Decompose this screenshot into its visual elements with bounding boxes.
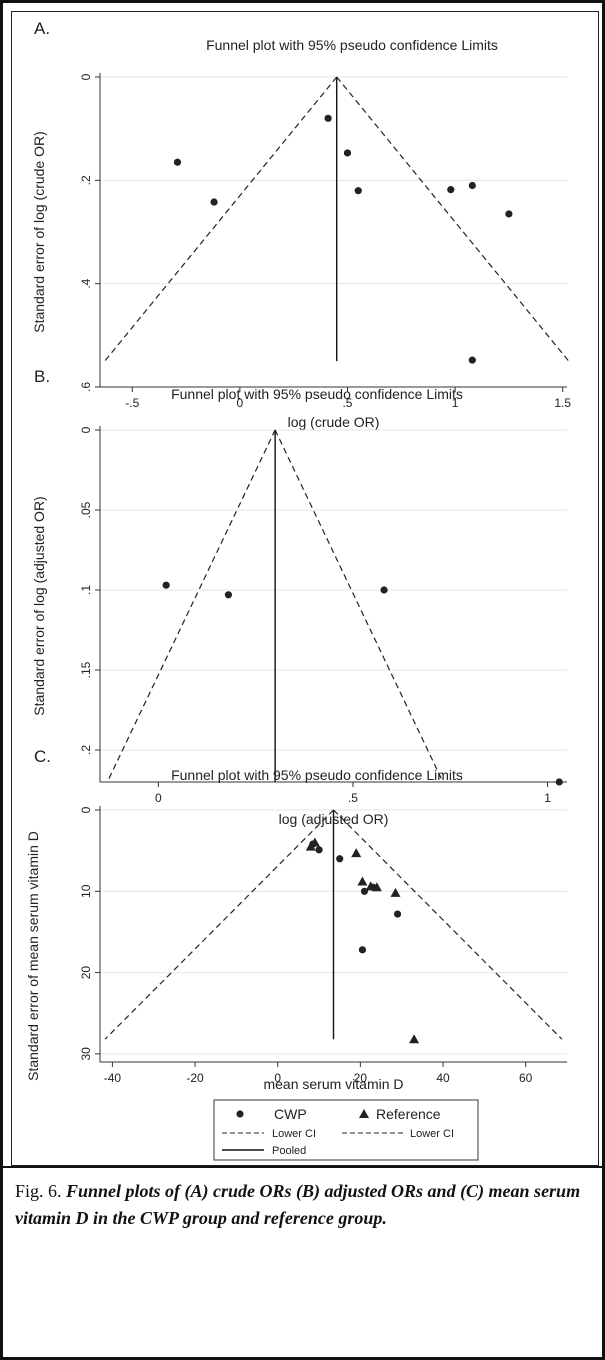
panel-label: B. (34, 367, 50, 386)
data-point-circle (162, 581, 170, 589)
x-tick-label: 60 (519, 1071, 533, 1085)
x-tick-label: .5 (342, 396, 352, 410)
y-tick-label: .1 (79, 585, 93, 595)
y-tick-label: 30 (79, 1047, 93, 1061)
lower-ci-line (104, 809, 334, 1040)
legend-lower-ci-label: Lower CI (410, 1128, 454, 1140)
data-point-triangle (351, 848, 362, 858)
panel-label: C. (34, 747, 51, 766)
data-point-circle (505, 210, 513, 218)
data-point-circle (315, 846, 323, 854)
data-point-circle (447, 186, 455, 194)
y-tick-label: .15 (79, 661, 93, 678)
data-point-triangle (390, 887, 401, 897)
caption-lead: Fig. 6. (15, 1181, 62, 1201)
data-point-circle (354, 187, 362, 195)
y-tick-label: .6 (79, 382, 93, 392)
panel-label: A. (34, 19, 50, 38)
lower-ci-line (106, 429, 276, 783)
y-tick-label: .2 (79, 745, 93, 755)
x-tick-label: 0 (237, 396, 244, 410)
x-tick-label: 1 (544, 791, 551, 805)
x-tick-label: 0 (155, 791, 162, 805)
caption-separator (3, 1166, 602, 1168)
data-point-circle (324, 114, 332, 122)
upper-ci-line (274, 429, 444, 783)
chart-title: Funnel plot with 95% pseudo confidence L… (171, 767, 463, 783)
y-axis-title: Standard error of log (crude OR) (31, 131, 47, 333)
y-axis-title: Standard error of mean serum vitamin D (25, 831, 41, 1081)
data-point-circle (173, 158, 182, 166)
y-tick-label: 10 (79, 884, 93, 898)
x-tick-label: -.5 (125, 396, 139, 410)
data-point-triangle (357, 876, 368, 886)
data-point-circle (468, 181, 476, 190)
x-tick-label: 0 (274, 1071, 281, 1085)
upper-ci-line (336, 76, 570, 362)
x-tick-label: .5 (348, 791, 358, 805)
data-point-circle (336, 855, 344, 863)
x-tick-label: 1.5 (554, 396, 571, 410)
legend-reference-label: Reference (376, 1106, 441, 1122)
x-tick-label: 20 (354, 1071, 368, 1085)
x-axis-title: mean serum vitamin D (263, 1076, 403, 1092)
chart-title: Funnel plot with 95% pseudo confidence L… (206, 37, 498, 53)
legend-pooled-label: Pooled (272, 1145, 306, 1157)
figure-panels: A. Funnel plot with 95% pseudo confidence… (11, 11, 599, 1166)
panel-b: B. Funnel plot with 95% pseudo confidence… (31, 367, 567, 827)
y-tick-label: .05 (79, 501, 93, 518)
y-tick-label: 0 (79, 426, 93, 433)
figure-caption: Fig. 6. Funnel plots of (A) crude ORs (B… (15, 1178, 590, 1232)
data-point-circle (380, 586, 388, 594)
y-tick-label: 0 (79, 73, 93, 80)
legend-cwp-symbol (236, 1110, 244, 1118)
y-tick-label: .2 (79, 175, 93, 185)
y-axis-title: Standard error of log (adjusted OR) (31, 496, 47, 715)
data-point-circle (224, 591, 233, 599)
legend-cwp-label: CWP (274, 1106, 307, 1122)
x-tick-label: -40 (104, 1071, 122, 1085)
panel-c: C. Funnel plot with 95% pseudo confidence… (25, 747, 567, 1161)
data-point-circle (393, 910, 402, 918)
data-point-triangle (371, 882, 382, 892)
y-tick-label: 20 (79, 966, 93, 980)
x-axis-title: log (crude OR) (288, 414, 380, 430)
data-point-triangle (309, 837, 320, 847)
data-point-circle (210, 198, 218, 206)
y-tick-label: 0 (79, 806, 93, 813)
caption-text: Funnel plots of (A) crude ORs (B) adjust… (15, 1181, 581, 1228)
legend-lower-ci-label: Lower CI (272, 1128, 316, 1140)
panel-a: A. Funnel plot with 95% pseudo confidence… (31, 19, 571, 430)
x-tick-label: -20 (186, 1071, 204, 1085)
data-point-triangle (365, 881, 376, 891)
data-point-triangle (409, 1034, 420, 1044)
legend-reference-symbol (359, 1109, 369, 1118)
y-tick-label: .4 (79, 278, 93, 288)
chart-title: Funnel plot with 95% pseudo confidence L… (171, 386, 463, 402)
legend: CWP Reference Lower CI Lower CI Pooled (213, 1099, 479, 1161)
x-tick-label: 1 (452, 396, 459, 410)
data-point-circle (358, 946, 367, 954)
upper-ci-line (333, 809, 563, 1040)
data-point-circle (555, 778, 563, 786)
data-point-circle (468, 356, 476, 364)
lower-ci-line (104, 76, 338, 362)
x-tick-label: 40 (436, 1071, 450, 1085)
funnel-plots-svg: A. Funnel plot with 95% pseudo confidence… (25, 19, 571, 1161)
data-point-circle (343, 149, 352, 157)
